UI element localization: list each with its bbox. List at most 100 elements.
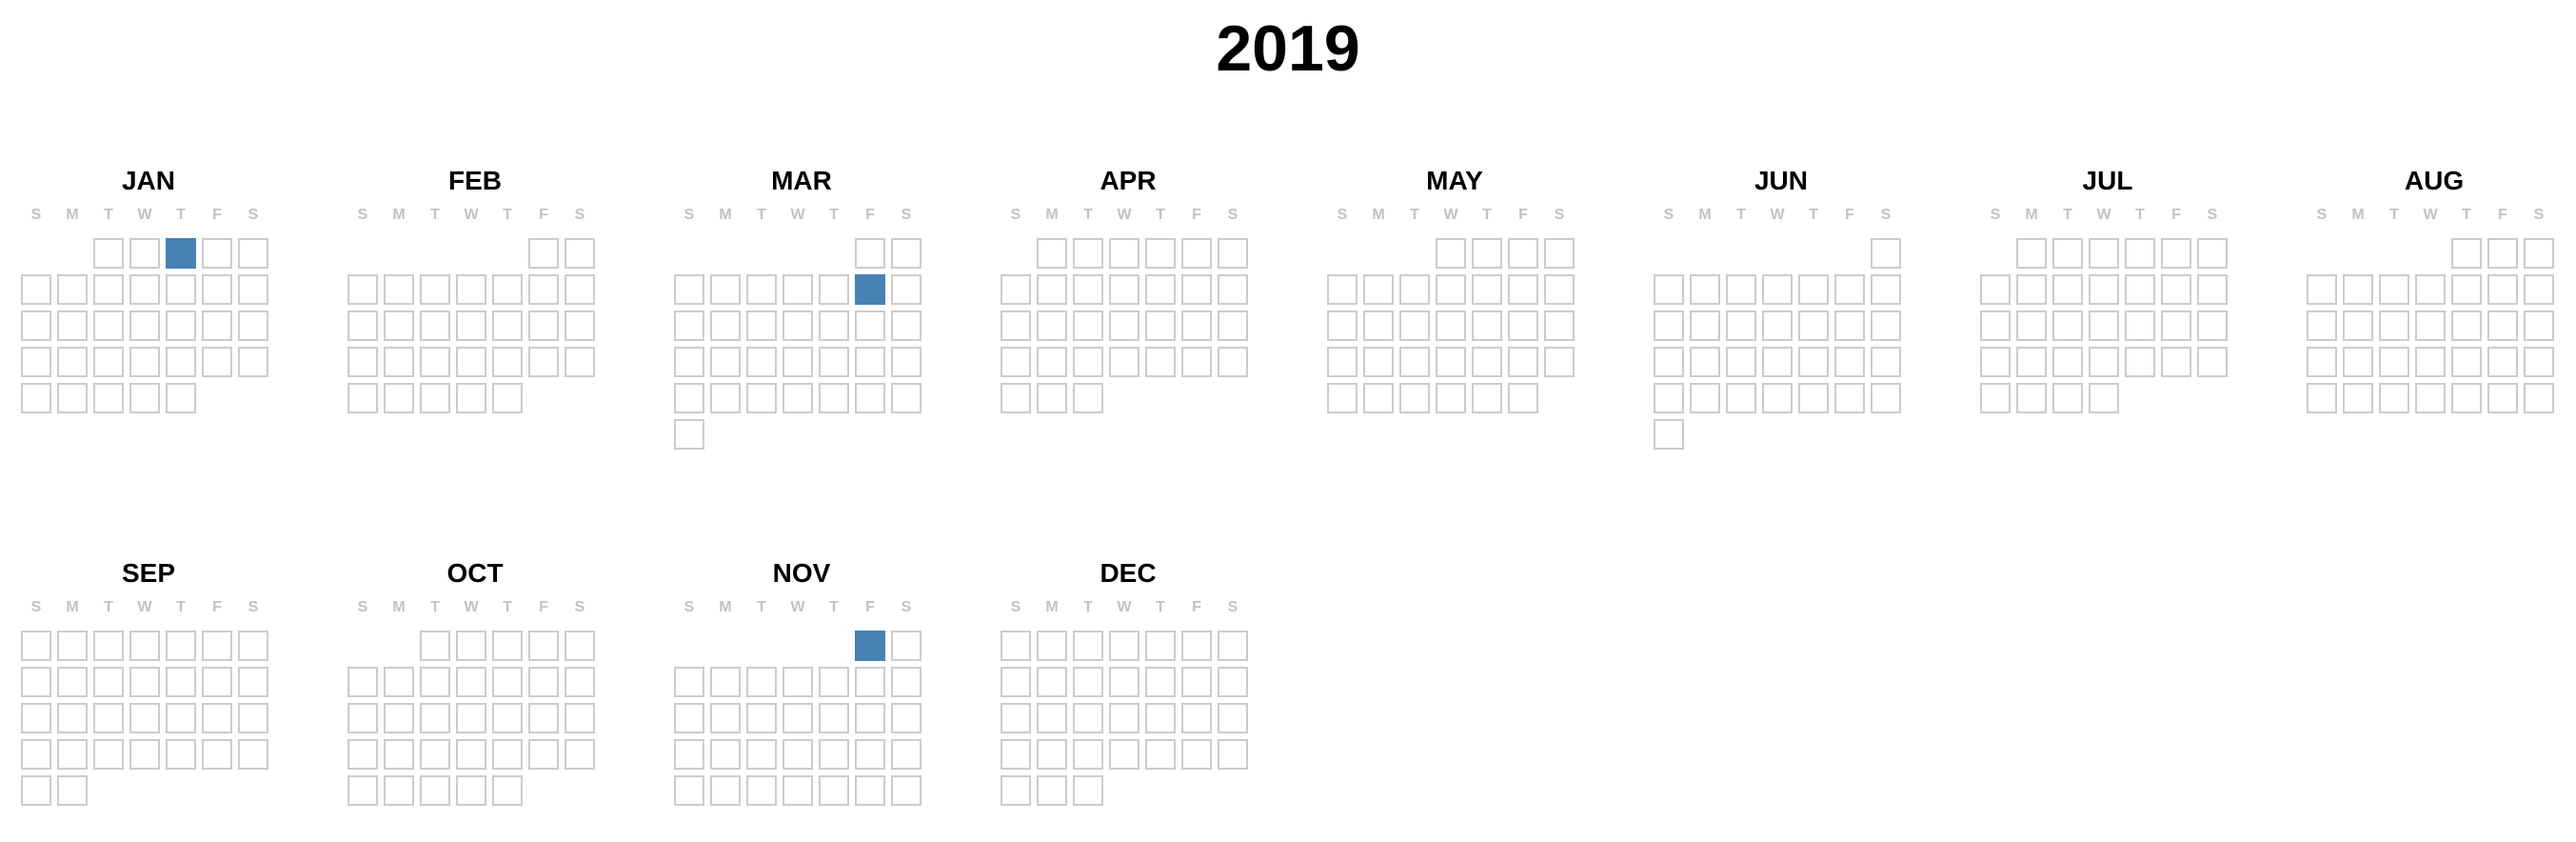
day-cell[interactable] [2487, 274, 2518, 305]
day-cell[interactable] [2052, 347, 2083, 377]
day-cell[interactable] [21, 703, 51, 733]
day-cell[interactable] [238, 703, 268, 733]
day-cell[interactable] [347, 347, 378, 377]
day-cell[interactable] [2343, 383, 2373, 413]
day-cell[interactable] [1654, 274, 1684, 305]
day-cell[interactable] [1654, 311, 1684, 341]
day-cell[interactable] [1145, 347, 1176, 377]
day-cell[interactable] [2524, 238, 2554, 269]
highlighted-day-cell[interactable] [855, 274, 885, 305]
day-cell[interactable] [420, 631, 450, 661]
day-cell[interactable] [384, 383, 414, 413]
day-cell[interactable] [238, 311, 268, 341]
day-cell[interactable] [21, 775, 51, 806]
day-cell[interactable] [1472, 347, 1502, 377]
day-cell[interactable] [492, 703, 523, 733]
day-cell[interactable] [2016, 347, 2047, 377]
day-cell[interactable] [21, 667, 51, 697]
day-cell[interactable] [1037, 739, 1067, 770]
day-cell[interactable] [1544, 347, 1575, 377]
day-cell[interactable] [202, 311, 232, 341]
day-cell[interactable] [202, 739, 232, 770]
day-cell[interactable] [2451, 274, 2482, 305]
day-cell[interactable] [1472, 238, 1502, 269]
day-cell[interactable] [1073, 238, 1103, 269]
day-cell[interactable] [1871, 347, 1901, 377]
day-cell[interactable] [1037, 667, 1067, 697]
day-cell[interactable] [1109, 631, 1139, 661]
day-cell[interactable] [1145, 667, 1176, 697]
day-cell[interactable] [674, 383, 704, 413]
day-cell[interactable] [710, 703, 741, 733]
day-cell[interactable] [166, 274, 196, 305]
day-cell[interactable] [2415, 311, 2446, 341]
day-cell[interactable] [565, 667, 595, 697]
day-cell[interactable] [1037, 311, 1067, 341]
day-cell[interactable] [2197, 274, 2228, 305]
day-cell[interactable] [1508, 311, 1538, 341]
day-cell[interactable] [1073, 311, 1103, 341]
day-cell[interactable] [1980, 274, 2011, 305]
day-cell[interactable] [347, 274, 378, 305]
day-cell[interactable] [2415, 274, 2446, 305]
day-cell[interactable] [565, 347, 595, 377]
day-cell[interactable] [129, 703, 160, 733]
day-cell[interactable] [2197, 238, 2228, 269]
day-cell[interactable] [528, 739, 559, 770]
day-cell[interactable] [1145, 311, 1176, 341]
day-cell[interactable] [1001, 739, 1031, 770]
day-cell[interactable] [1654, 419, 1684, 450]
day-cell[interactable] [2343, 311, 2373, 341]
day-cell[interactable] [891, 775, 921, 806]
day-cell[interactable] [674, 347, 704, 377]
day-cell[interactable] [565, 703, 595, 733]
day-cell[interactable] [238, 667, 268, 697]
day-cell[interactable] [1871, 274, 1901, 305]
day-cell[interactable] [384, 703, 414, 733]
day-cell[interactable] [2524, 311, 2554, 341]
day-cell[interactable] [746, 383, 777, 413]
day-cell[interactable] [710, 311, 741, 341]
day-cell[interactable] [1399, 311, 1430, 341]
day-cell[interactable] [2343, 274, 2373, 305]
day-cell[interactable] [166, 347, 196, 377]
day-cell[interactable] [2451, 311, 2482, 341]
day-cell[interactable] [2125, 311, 2155, 341]
day-cell[interactable] [1654, 383, 1684, 413]
day-cell[interactable] [456, 667, 486, 697]
day-cell[interactable] [57, 311, 88, 341]
day-cell[interactable] [166, 631, 196, 661]
day-cell[interactable] [1690, 347, 1720, 377]
day-cell[interactable] [1436, 238, 1466, 269]
day-cell[interactable] [674, 667, 704, 697]
day-cell[interactable] [1218, 667, 1248, 697]
day-cell[interactable] [891, 347, 921, 377]
day-cell[interactable] [1145, 703, 1176, 733]
day-cell[interactable] [2451, 238, 2482, 269]
day-cell[interactable] [2161, 347, 2191, 377]
day-cell[interactable] [1181, 631, 1212, 661]
day-cell[interactable] [166, 311, 196, 341]
day-cell[interactable] [855, 667, 885, 697]
day-cell[interactable] [565, 238, 595, 269]
day-cell[interactable] [746, 775, 777, 806]
day-cell[interactable] [456, 775, 486, 806]
day-cell[interactable] [2089, 383, 2119, 413]
day-cell[interactable] [347, 667, 378, 697]
day-cell[interactable] [674, 274, 704, 305]
day-cell[interactable] [1544, 238, 1575, 269]
day-cell[interactable] [565, 274, 595, 305]
highlighted-day-cell[interactable] [166, 238, 196, 269]
day-cell[interactable] [2379, 383, 2409, 413]
highlighted-day-cell[interactable] [855, 631, 885, 661]
day-cell[interactable] [2161, 274, 2191, 305]
day-cell[interactable] [1109, 667, 1139, 697]
day-cell[interactable] [891, 739, 921, 770]
day-cell[interactable] [129, 631, 160, 661]
day-cell[interactable] [1037, 238, 1067, 269]
day-cell[interactable] [420, 775, 450, 806]
day-cell[interactable] [347, 311, 378, 341]
day-cell[interactable] [238, 347, 268, 377]
day-cell[interactable] [2524, 274, 2554, 305]
day-cell[interactable] [1001, 703, 1031, 733]
